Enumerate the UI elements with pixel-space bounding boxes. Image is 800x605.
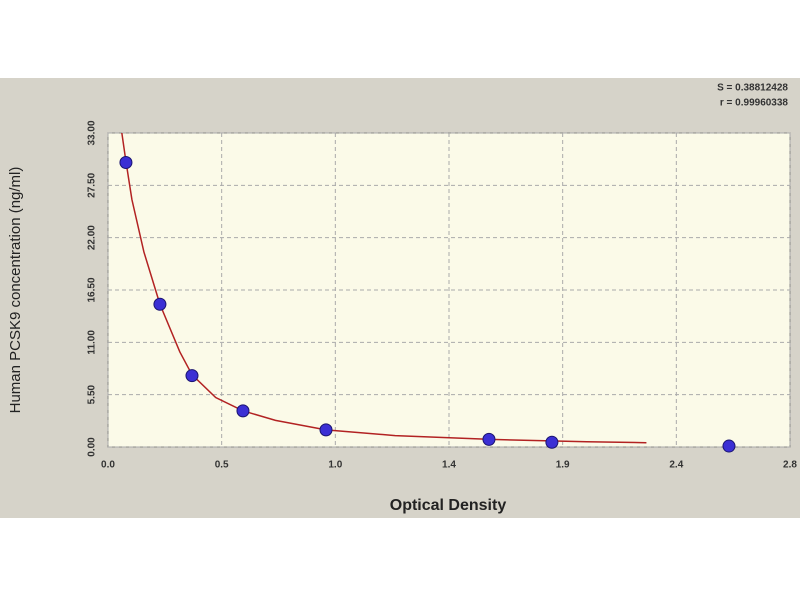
plot-layer bbox=[121, 133, 647, 444]
x-tick-label: 2.4 bbox=[669, 460, 683, 471]
data-point bbox=[482, 432, 496, 446]
data-point bbox=[119, 155, 133, 169]
data-point bbox=[545, 435, 559, 449]
data-point bbox=[722, 439, 736, 453]
data-point bbox=[319, 423, 333, 437]
data-point bbox=[185, 369, 199, 383]
y-tick-label: 0.00 bbox=[87, 437, 98, 457]
x-tick-label: 1.4 bbox=[442, 460, 456, 471]
x-tick-label: 1.9 bbox=[556, 460, 570, 471]
y-tick-label: 11.00 bbox=[87, 330, 98, 355]
x-tick-label: 0.5 bbox=[215, 460, 229, 471]
y-tick-label: 27.50 bbox=[87, 172, 98, 197]
x-tick-label: 2.8 bbox=[783, 460, 797, 471]
annotation: r = 0.99960338 bbox=[720, 98, 789, 109]
fit-curve bbox=[121, 133, 647, 444]
y-tick-label: 33.00 bbox=[87, 120, 98, 145]
data-point bbox=[153, 297, 167, 311]
x-tick-label: 1.0 bbox=[328, 460, 342, 471]
y-tick-label: 16.50 bbox=[87, 277, 98, 302]
annotation: S = 0.38812428 bbox=[717, 83, 788, 94]
y-axis-label: Human PCSK9 concentration (ng/ml) bbox=[7, 167, 24, 414]
data-point bbox=[236, 404, 250, 418]
x-axis-label: Optical Density bbox=[390, 497, 507, 514]
y-tick-label: 22.00 bbox=[87, 225, 98, 250]
y-tick-label: 5.50 bbox=[87, 384, 98, 404]
x-tick-label: 0.0 bbox=[101, 460, 115, 471]
